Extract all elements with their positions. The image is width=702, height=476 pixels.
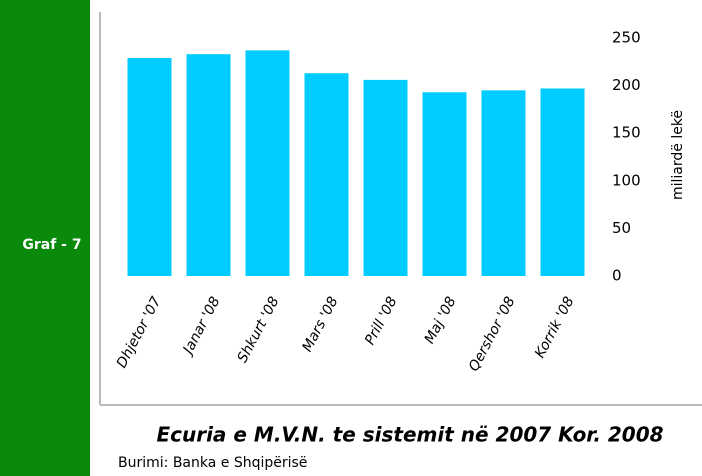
y-tick-label: 150 — [612, 124, 641, 142]
bar — [422, 92, 467, 276]
x-tick-label: Maj '08 — [422, 294, 460, 346]
source: Burimi: Banka e Shqipërisë — [118, 455, 307, 471]
chart-title: Ecuria e M.V.N. te sistemit në 2007 Kor.… — [156, 423, 663, 447]
x-tick-label: Janar '08 — [179, 294, 224, 359]
x-tick-label: Qershor '08 — [466, 294, 519, 374]
y-tick-label: 0 — [612, 267, 622, 285]
y-axis-title: miliardë lekë — [670, 110, 686, 200]
bar — [363, 79, 408, 276]
bar — [186, 54, 231, 277]
x-tick-label: Shkurt '08 — [235, 294, 283, 365]
x-tick-label: Korrik '08 — [532, 294, 578, 361]
y-tick-label: 100 — [612, 171, 641, 189]
sidebar — [0, 0, 90, 476]
bar — [304, 73, 349, 276]
y-tick-label: 250 — [612, 29, 641, 47]
bar — [245, 50, 290, 276]
x-tick-label: Prill '08 — [362, 294, 401, 347]
bar — [540, 88, 585, 277]
x-tick-label: Mars '08 — [299, 294, 341, 354]
x-tick-label: Dhjetor '07 — [114, 294, 165, 371]
y-tick-label: 200 — [612, 76, 641, 94]
bar — [127, 57, 172, 276]
y-tick-label: 50 — [612, 219, 631, 237]
side-label: Graf - 7 — [22, 237, 81, 253]
bar — [481, 90, 526, 276]
